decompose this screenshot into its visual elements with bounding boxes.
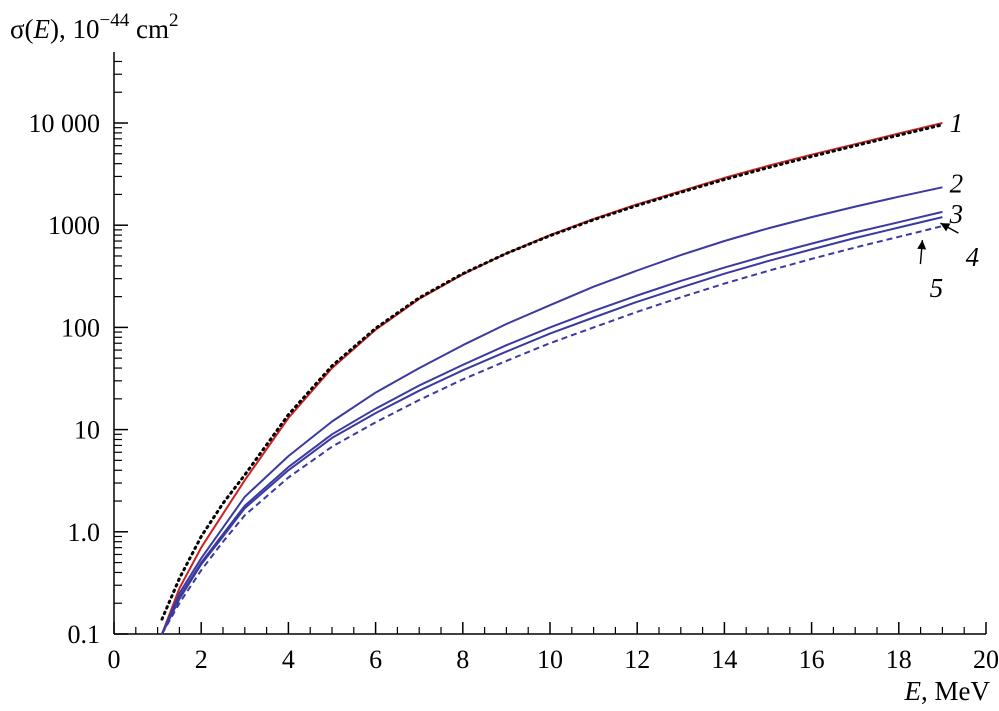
series-label-2: 2 <box>950 168 964 198</box>
x-tick-label: 10 <box>537 645 563 674</box>
x-axis-title: E, MeV <box>904 676 991 706</box>
y-tick-label: 1.0 <box>68 518 101 547</box>
x-tick-label: 0 <box>108 645 121 674</box>
series-label-3: 3 <box>949 199 964 229</box>
x-tick-label: 2 <box>195 645 208 674</box>
series-line-dotted <box>160 123 944 621</box>
x-tick-label: 20 <box>973 645 999 674</box>
series-arrowhead-4 <box>940 223 951 232</box>
series-line-5 <box>161 225 943 635</box>
y-tick-label: 10 <box>74 416 100 445</box>
series-line-3 <box>161 210 943 635</box>
y-tick-label: 0.1 <box>68 620 101 649</box>
series-label-5: 5 <box>930 273 944 303</box>
series-arrowhead-5 <box>917 240 927 250</box>
y-tick-label: 10 000 <box>29 109 101 138</box>
x-tick-label: 6 <box>369 645 382 674</box>
y-tick-label: 1000 <box>48 211 100 240</box>
x-tick-label: 16 <box>799 645 825 674</box>
y-tick-label: 100 <box>61 313 100 342</box>
series-label-1: 1 <box>950 108 964 138</box>
series-label-4: 4 <box>966 242 980 272</box>
series-line-1 <box>161 122 943 635</box>
series-lines <box>160 122 944 635</box>
y-axis-title: σ(E), 10−44 cm2 <box>10 10 179 44</box>
series-line-2 <box>161 186 943 635</box>
x-tick-label: 8 <box>456 645 469 674</box>
series-line-4 <box>161 216 943 635</box>
x-tick-label: 18 <box>886 645 912 674</box>
x-tick-label: 12 <box>624 645 650 674</box>
x-tick-label: 4 <box>282 645 295 674</box>
x-tick-label: 14 <box>711 645 737 674</box>
